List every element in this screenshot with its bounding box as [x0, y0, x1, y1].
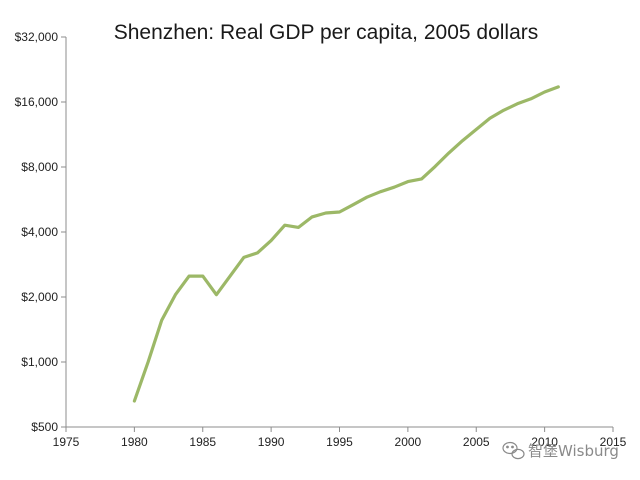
- data-point: [310, 215, 314, 219]
- x-tick-label: 2000: [395, 435, 422, 449]
- data-point: [543, 90, 546, 94]
- y-tick-label: $2,000: [21, 290, 58, 304]
- series-line: [132, 85, 560, 403]
- x-tick-label: 1995: [326, 435, 353, 449]
- data-point: [502, 109, 505, 112]
- watermark-text: 智堡Wisburg: [528, 442, 619, 460]
- data-point: [529, 97, 533, 101]
- data-point: [283, 224, 286, 227]
- series-layer: [132, 85, 560, 403]
- data-point: [256, 251, 259, 255]
- data-point: [269, 239, 273, 242]
- data-point: [324, 211, 327, 215]
- y-tick-label: $32,000: [15, 30, 59, 44]
- x-tick-label: 1985: [189, 435, 216, 449]
- x-tick-label: 1975: [53, 435, 80, 449]
- data-point: [352, 203, 355, 206]
- data-point: [187, 274, 191, 278]
- x-tick-label: 1990: [258, 435, 285, 449]
- data-point: [201, 274, 204, 278]
- data-point: [133, 399, 136, 403]
- data-point: [406, 180, 410, 183]
- data-point: [475, 128, 478, 131]
- data-point: [434, 165, 437, 168]
- data-point: [557, 85, 560, 89]
- data-point: [461, 139, 464, 142]
- y-tick-group: $500 $1,000 $2,000 $4,000 $8,000 $16,000 $32,0…: [15, 30, 66, 434]
- data-point: [379, 190, 382, 193]
- y-tick-label: $1,000: [21, 355, 58, 369]
- data-point: [146, 360, 150, 364]
- y-tick-label: $8,000: [21, 160, 58, 174]
- x-tick-label: 1980: [121, 435, 148, 449]
- data-point: [365, 196, 369, 199]
- data-point: [447, 151, 451, 155]
- data-point: [393, 186, 396, 189]
- data-point: [228, 274, 232, 278]
- y-tick-label: $4,000: [21, 225, 58, 239]
- y-tick-label: $500: [31, 420, 58, 434]
- data-point: [420, 177, 423, 181]
- y-tick-label: $16,000: [15, 95, 59, 109]
- data-point: [242, 256, 245, 259]
- data-point: [516, 102, 519, 106]
- x-tick-label: 2015: [600, 435, 627, 449]
- data-point: [160, 319, 163, 322]
- data-point: [297, 226, 300, 229]
- watermark: 智堡Wisburg: [502, 441, 619, 460]
- x-tick-label: 2010: [531, 435, 558, 449]
- wechat-icon: [502, 441, 525, 460]
- data-point: [174, 293, 177, 296]
- x-tick-group: 1975 1980 1985 1990 1995 2000 2005 2010 2015: [53, 427, 627, 449]
- data-point: [215, 293, 218, 296]
- data-point: [488, 117, 492, 120]
- chart-title: Shenzhen: Real GDP per capita, 2005 doll…: [114, 21, 539, 44]
- data-point: [338, 210, 341, 214]
- x-tick-label: 2005: [463, 435, 490, 449]
